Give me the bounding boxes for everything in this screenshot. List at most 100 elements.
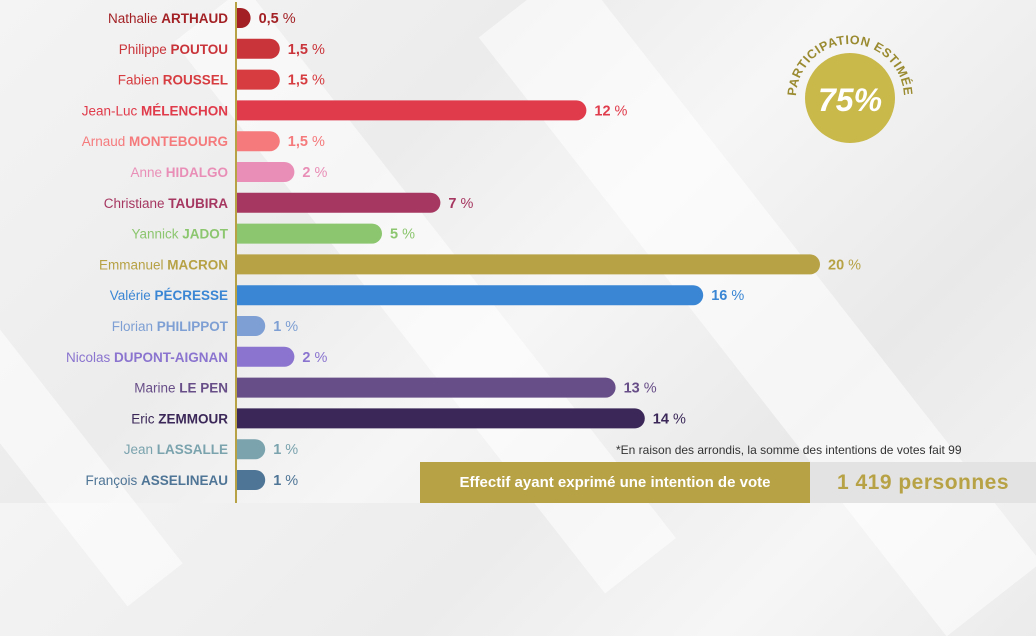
candidate-label: Arnaud MONTEBOURG (82, 134, 228, 149)
candidate-first-name: Jean (124, 442, 157, 457)
candidate-last-name: PÉCRESSE (154, 288, 228, 303)
candidate-first-name: Florian (112, 319, 157, 334)
candidate-last-name: DUPONT-AIGNAN (114, 350, 228, 365)
bar (236, 470, 266, 490)
value-number: 16 (711, 288, 727, 304)
candidate-label: Philippe POUTOU (119, 42, 228, 57)
candidate-label: Florian PHILIPPOT (112, 319, 229, 334)
candidate-label: Jean LASSALLE (124, 442, 228, 457)
value-label: 1,5 % (288, 42, 325, 58)
bar (236, 439, 266, 460)
value-label: 1 % (273, 473, 298, 489)
candidate-label: François ASSELINEAU (85, 473, 228, 488)
candidate-last-name: ARTHAUD (161, 11, 228, 26)
candidate-last-name: JADOT (182, 227, 229, 242)
candidate-last-name: LE PEN (179, 381, 228, 396)
value-number: 20 (828, 257, 844, 273)
candidate-first-name: Arnaud (82, 134, 129, 149)
value-unit: % (844, 257, 861, 273)
candidate-label: Nathalie ARTHAUD (108, 11, 228, 26)
value-unit: % (611, 103, 628, 119)
candidate-last-name: PHILIPPOT (157, 319, 229, 334)
value-number: 7 (448, 196, 456, 212)
value-unit: % (456, 196, 473, 212)
value-label: 1,5 % (288, 134, 325, 150)
value-number: 2 (302, 165, 310, 181)
candidate-first-name: Fabien (118, 73, 163, 88)
bar-chart: Nathalie ARTHAUD 0,5 % Philippe POUTOU 1,5 … (66, 2, 861, 503)
candidate-last-name: TAUBIRA (168, 196, 228, 211)
candidate-label: Marine LE PEN (134, 381, 228, 396)
candidate-first-name: Philippe (119, 42, 171, 57)
candidate-first-name: Yannick (131, 227, 182, 242)
value-number: 0,5 (259, 11, 279, 27)
candidate-last-name: ZEMMOUR (158, 411, 228, 426)
value-unit: % (310, 350, 327, 366)
value-number: 5 (390, 227, 398, 243)
candidate-last-name: MACRON (167, 257, 228, 272)
bar (236, 38, 280, 59)
value-unit: % (279, 11, 296, 27)
candidate-last-name: POUTOU (170, 42, 228, 57)
participation-disc (805, 53, 895, 143)
participation-circle: PARTICIPATION ESTIMÉE 75% (785, 33, 914, 143)
value-number: 1,5 (288, 134, 308, 150)
value-label: 5 % (390, 227, 415, 243)
value-label: 1,5 % (288, 73, 325, 89)
candidate-label: Emmanuel MACRON (99, 257, 228, 272)
candidate-first-name: Nathalie (108, 11, 161, 26)
candidate-label: Anne HIDALGO (130, 165, 228, 180)
value-unit: % (281, 442, 298, 458)
value-number: 2 (302, 350, 310, 366)
value-unit: % (308, 73, 325, 89)
bar (236, 346, 295, 367)
value-label: 7 % (448, 196, 473, 212)
candidate-first-name: Anne (130, 165, 165, 180)
candidate-first-name: Nicolas (66, 350, 114, 365)
bar (236, 192, 441, 213)
candidate-first-name: Eric (131, 411, 158, 426)
candidate-last-name: MÉLENCHON (141, 103, 228, 118)
bar (236, 162, 295, 182)
bar (236, 408, 645, 429)
value-label: 0,5 % (259, 11, 296, 27)
value-unit: % (640, 381, 657, 397)
value-number: 1,5 (288, 73, 308, 89)
participation-badge: PARTICIPATION ESTIMÉE 75% (780, 20, 920, 160)
value-label: 16 % (711, 288, 744, 304)
candidate-label: Valérie PÉCRESSE (110, 288, 228, 303)
candidate-last-name: LASSALLE (157, 442, 228, 457)
value-label: 2 % (302, 350, 327, 366)
candidate-last-name: MONTEBOURG (129, 134, 228, 149)
value-label: 20 % (828, 257, 861, 273)
value-label: 13 % (624, 381, 657, 397)
value-number: 1 (273, 319, 281, 335)
candidate-first-name: François (85, 473, 141, 488)
value-unit: % (308, 134, 325, 150)
value-label: 12 % (594, 103, 627, 119)
candidate-last-name: ROUSSEL (163, 73, 228, 88)
value-unit: % (727, 288, 744, 304)
value-unit: % (281, 473, 298, 489)
bar (236, 223, 382, 244)
bar (236, 100, 587, 121)
candidate-label: Fabien ROUSSEL (118, 73, 228, 88)
bar (236, 254, 820, 275)
participation-value: 75% (818, 82, 882, 118)
candidate-first-name: Valérie (110, 288, 155, 303)
candidate-label: Christiane TAUBIRA (104, 196, 229, 211)
value-number: 1 (273, 442, 281, 458)
footnote: *En raison des arrondis, la somme des in… (616, 443, 962, 457)
candidate-label: Jean-Luc MÉLENCHON (82, 103, 228, 118)
value-number: 13 (624, 381, 640, 397)
value-unit: % (308, 42, 325, 58)
value-unit: % (281, 319, 298, 335)
candidate-label: Yannick JADOT (131, 227, 228, 242)
bar (236, 377, 616, 398)
candidate-last-name: HIDALGO (166, 165, 228, 180)
effectif-value: 1 419 personnes (810, 462, 1036, 503)
bar (236, 285, 704, 306)
effectif-label: Effectif ayant exprimé une intention de … (420, 462, 810, 503)
value-number: 14 (653, 411, 669, 427)
value-number: 1,5 (288, 42, 308, 58)
